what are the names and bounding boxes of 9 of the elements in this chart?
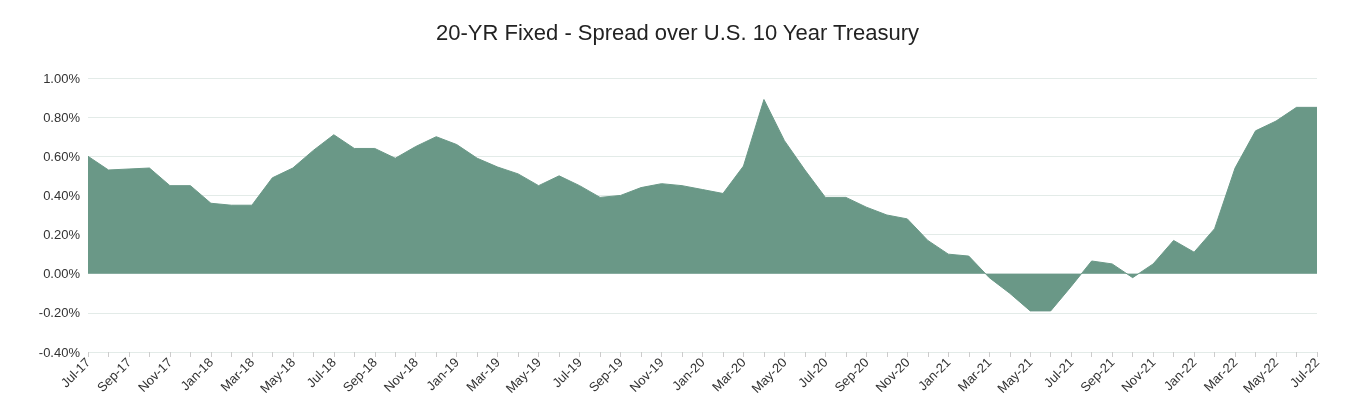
y-tick-label: 0.00% — [43, 266, 81, 282]
y-tick-label: 0.20% — [43, 227, 81, 243]
y-tick-label: 0.80% — [43, 109, 81, 125]
y-tick-label: -0.40% — [38, 344, 81, 360]
y-tick-label: 0.60% — [43, 148, 81, 164]
chart-title: 20-YR Fixed - Spread over U.S. 10 Year Treasury — [435, 19, 920, 45]
y-tick-label: -0.20% — [38, 305, 81, 321]
y-tick-label: 1.00% — [43, 70, 81, 86]
y-tick-label: 0.40% — [43, 187, 81, 203]
